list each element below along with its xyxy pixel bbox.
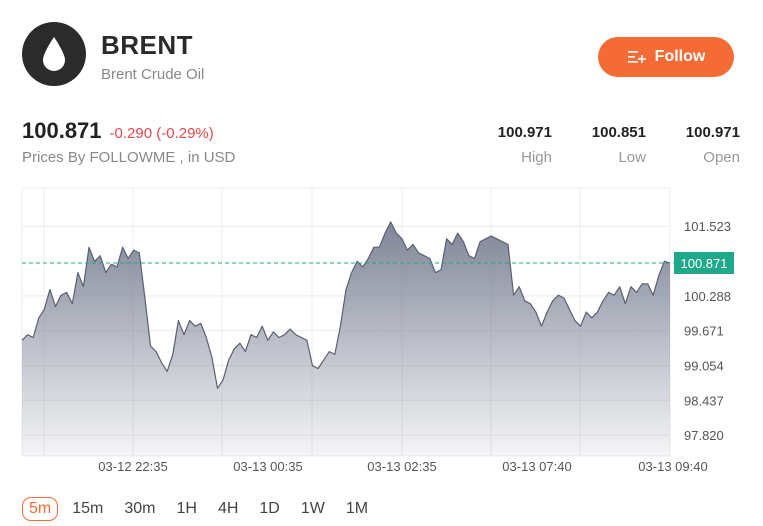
x-tick-label: 03-13 07:40 [502, 459, 571, 474]
y-tick-label: 98.437 [684, 393, 724, 408]
y-tick-label: 97.820 [684, 428, 724, 443]
timeframe-1W[interactable]: 1W [300, 500, 325, 517]
stat-label: Low [618, 149, 646, 166]
timeframe-30m[interactable]: 30m [124, 500, 156, 517]
stat-label: High [521, 149, 552, 166]
current-price-label: 100.871 [681, 256, 728, 271]
timeframe-selector: 5m 15m 30m 1H 4H 1D 1W 1M [22, 497, 382, 521]
stat-value: 100.851 [591, 124, 646, 141]
current-price-marker [674, 251, 734, 274]
stat-high: 100.971 High [498, 124, 552, 166]
timeframe-15m[interactable]: 15m [72, 500, 104, 517]
x-tick-label: 03-13 00:35 [233, 459, 302, 474]
y-tick-label: 99.054 [684, 359, 724, 374]
price-row: 100.871 -0.290 (-0.29%) [22, 118, 214, 144]
price-change: -0.290 (-0.29%) [109, 125, 214, 142]
x-tick-label: 03-13 09:40 [638, 459, 707, 474]
y-tick-label: 100.288 [684, 289, 731, 304]
current-price: 100.871 [22, 118, 102, 143]
brent-logo [22, 22, 86, 86]
stat-open: 100.971 Open [686, 124, 740, 166]
oil-drop-icon [43, 37, 65, 71]
timeframe-1D[interactable]: 1D [259, 500, 280, 517]
x-tick-label: 03-13 02:35 [367, 459, 436, 474]
follow-button-label: Follow [654, 48, 706, 65]
symbol-title: BRENT [101, 30, 194, 60]
price-area [22, 221, 670, 456]
follow-button[interactable]: Follow [598, 37, 734, 77]
timeframe-4H[interactable]: 4H [217, 500, 239, 517]
stat-low: 100.851 Low [592, 124, 646, 166]
stat-value: 100.971 [497, 124, 552, 141]
price-line [21, 221, 671, 389]
price-chart[interactable]: 101.523 100.288 99.671 99.054 98.437 97.820 03… [0, 180, 763, 480]
stat-value: 100.971 [685, 124, 740, 141]
y-tick-label: 101.523 [684, 219, 731, 234]
price-source: Prices By FOLLOWME , in USD [22, 149, 236, 166]
timeframe-1H[interactable]: 1H [176, 500, 197, 517]
stat-label: Open [703, 149, 740, 166]
timeframe-5m[interactable]: 5m [22, 497, 59, 521]
timeframe-1M[interactable]: 1M [345, 500, 369, 517]
symbol-subtitle: Brent Crude Oil [101, 66, 205, 83]
x-tick-label: 03-12 22:35 [98, 459, 167, 474]
add-list-icon [627, 51, 646, 63]
y-tick-label: 99.671 [684, 324, 724, 339]
